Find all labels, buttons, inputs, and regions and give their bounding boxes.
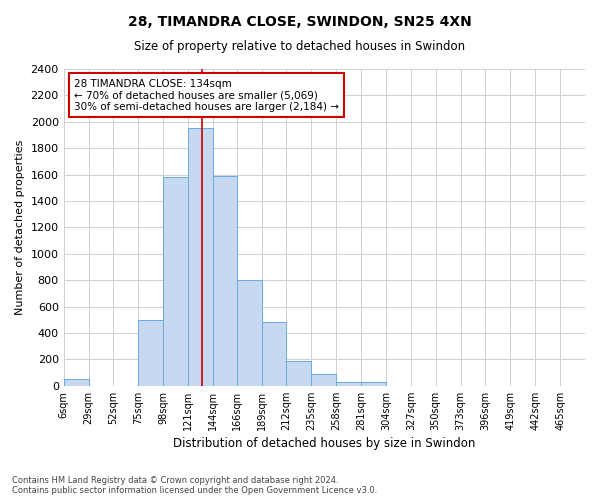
Bar — [213, 176, 237, 386]
Bar — [163, 177, 188, 386]
Bar — [237, 280, 262, 386]
Bar — [262, 322, 286, 386]
Bar — [336, 382, 361, 386]
X-axis label: Distribution of detached houses by size in Swindon: Distribution of detached houses by size … — [173, 437, 476, 450]
Bar — [361, 382, 386, 386]
Text: Size of property relative to detached houses in Swindon: Size of property relative to detached ho… — [134, 40, 466, 53]
Bar — [138, 320, 163, 386]
Bar — [311, 374, 336, 386]
Text: 28 TIMANDRA CLOSE: 134sqm
← 70% of detached houses are smaller (5,069)
30% of se: 28 TIMANDRA CLOSE: 134sqm ← 70% of detac… — [74, 78, 339, 112]
Y-axis label: Number of detached properties: Number of detached properties — [15, 140, 25, 315]
Text: Contains HM Land Registry data © Crown copyright and database right 2024.
Contai: Contains HM Land Registry data © Crown c… — [12, 476, 377, 495]
Bar — [64, 378, 89, 386]
Bar — [286, 360, 311, 386]
Bar — [188, 128, 213, 386]
Text: 28, TIMANDRA CLOSE, SWINDON, SN25 4XN: 28, TIMANDRA CLOSE, SWINDON, SN25 4XN — [128, 15, 472, 29]
